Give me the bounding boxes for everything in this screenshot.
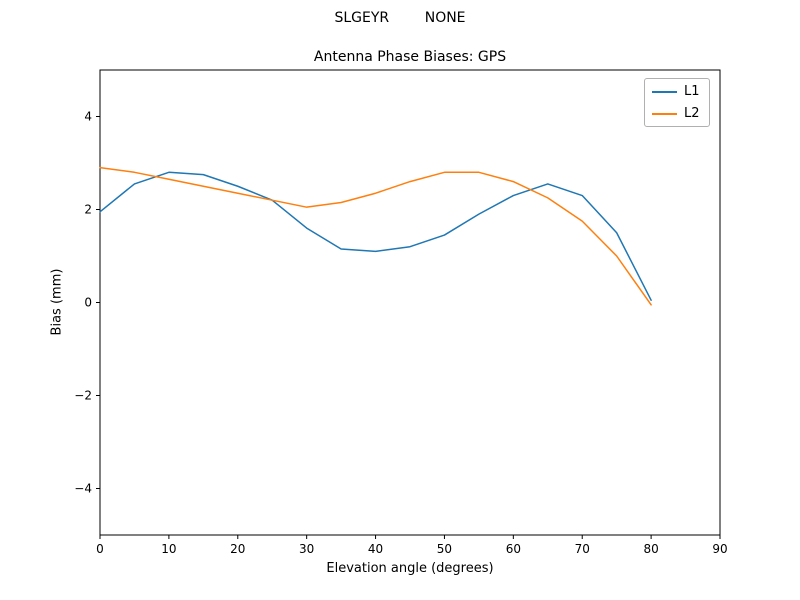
series-line-l1	[99, 171, 652, 301]
axes-frame	[99, 69, 721, 536]
x-tick-label: 90	[712, 542, 727, 556]
legend-item-l1: L1	[652, 84, 700, 99]
figure-suptitle: SLGEYR NONE	[334, 10, 466, 26]
legend-label-l2: L2	[684, 106, 700, 121]
series-line-l2	[99, 166, 652, 306]
y-tick-label: −2	[74, 389, 92, 403]
x-tick-label: 20	[230, 542, 245, 556]
x-tick-label: 10	[161, 542, 176, 556]
y-tick-label: 0	[84, 296, 92, 310]
y-tick-label: −4	[74, 482, 92, 496]
x-tick-label: 50	[437, 542, 452, 556]
x-tick-label: 80	[643, 542, 658, 556]
x-tick-label: 40	[368, 542, 383, 556]
legend-item-l2: L2	[652, 106, 700, 121]
chart-title: Antenna Phase Biases: GPS	[313, 49, 507, 65]
x-tick-label: 70	[575, 542, 590, 556]
x-axis-label: Elevation angle (degrees)	[326, 561, 494, 576]
y-tick-label: 4	[84, 110, 92, 124]
y-tick-label: 2	[84, 203, 92, 217]
y-axis-label: Bias (mm)	[49, 268, 65, 336]
legend-line-l1-swatch	[652, 90, 677, 93]
x-tick-label: 0	[96, 542, 104, 556]
x-tick-label: 30	[299, 542, 314, 556]
x-tick-label: 60	[506, 542, 521, 556]
legend: L1 L2	[644, 78, 710, 127]
legend-line-l2-swatch	[652, 112, 677, 115]
legend-label-l1: L1	[684, 84, 700, 99]
